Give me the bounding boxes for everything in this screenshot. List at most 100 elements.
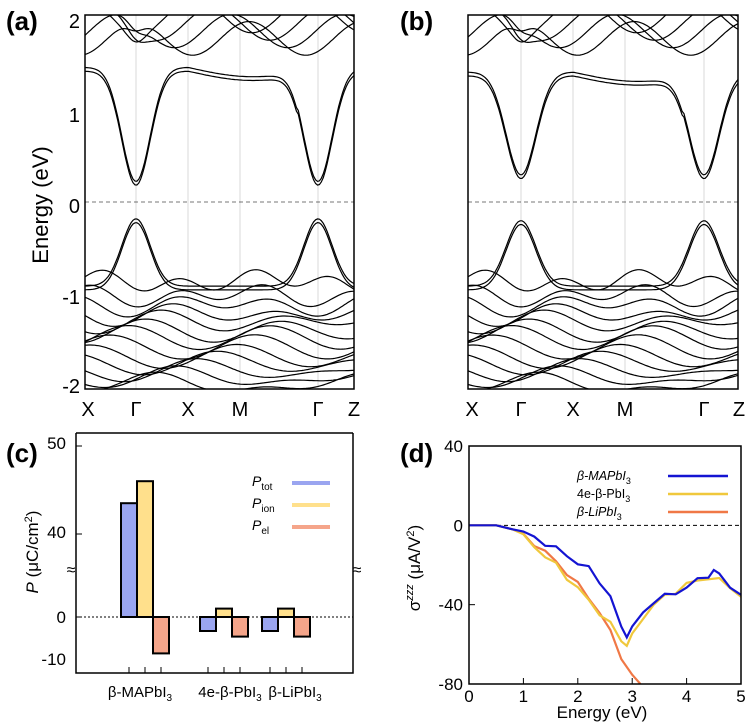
- panel-b-xtick: X: [465, 399, 478, 421]
- panel-a-xticks: X Γ X M Γ Z: [81, 399, 360, 421]
- panel-c-ylabel-p: P: [23, 581, 42, 593]
- conduction-band: [85, 66, 354, 183]
- panel-b-xticks: X Γ X M Γ Z: [465, 399, 745, 421]
- panel-c-break-left: ≈: [67, 562, 76, 579]
- lower-valence-band: [468, 343, 738, 369]
- panel-a-ytick: 1: [69, 105, 80, 127]
- conduction-band: [468, 75, 738, 180]
- panel-d-label: (d): [400, 438, 433, 468]
- panel-d-ylabel: σzzz (μA/V2): [404, 525, 424, 611]
- panel-a-xtick: Z: [348, 399, 360, 421]
- panel-b-xtick: M: [617, 399, 634, 421]
- lower-valence-band: [100, 371, 354, 389]
- lower-valence-band: [85, 309, 354, 335]
- lower-valence-band: [468, 350, 738, 376]
- lower-valence-band: [468, 296, 738, 318]
- upper-conduction-band: [116, 15, 354, 43]
- band-lines: [85, 15, 354, 389]
- panel-a-bands: [85, 15, 354, 389]
- panel-b-xtick: X: [566, 399, 579, 421]
- panel-a-ylabel: Energy (eV): [28, 146, 53, 263]
- panel-d-legend-lipbi3: β-LiPbI3: [576, 505, 622, 522]
- panel-d-xtick: 2: [573, 687, 582, 706]
- bar-ptot: [120, 502, 138, 619]
- lower-valence-band: [85, 325, 354, 351]
- panel-d-plot-area: [469, 524, 741, 684]
- upper-conduction-band: [468, 15, 738, 49]
- panel-c-legend: Ptot Pion Pel: [252, 473, 330, 537]
- panel-b-label: (b): [400, 6, 433, 36]
- panel-c-ylabel: P (μC/cm2): [23, 511, 42, 594]
- lower-valence-band: [85, 343, 354, 369]
- lower-valence-band: [85, 358, 354, 383]
- panel-c-break-right: ≈: [353, 562, 362, 579]
- panel-d-xtick: 3: [627, 687, 636, 706]
- bar-pion: [136, 480, 154, 619]
- panel-c-frame: [75, 433, 354, 674]
- lower-valence-band: [85, 334, 354, 360]
- lower-valence-band: [85, 318, 354, 344]
- conduction-band: [85, 70, 354, 186]
- lower-valence-band: [483, 371, 738, 389]
- lower-valence-band: [85, 284, 354, 308]
- panel-b-xtick: Γ: [698, 399, 709, 421]
- panel-c-ylabel-close: ): [23, 511, 42, 517]
- panel-c-ytick: 50: [47, 434, 66, 453]
- valence-band: [85, 221, 354, 291]
- panel-c-bars: [120, 480, 311, 655]
- panel-a-xtick: M: [232, 399, 249, 421]
- bar-pel: [293, 616, 311, 638]
- panel-c-legend-tot: Ptot: [252, 473, 273, 493]
- upper-conduction-band: [501, 15, 738, 44]
- valence-band: [85, 218, 354, 287]
- panel-d-ytick: -80: [438, 675, 463, 694]
- panel-a-frame: [84, 14, 355, 390]
- panel-a-ytick: 0: [69, 196, 80, 218]
- panel-a-label: (a): [6, 6, 38, 36]
- panel-b: (b) X Γ X M Γ Z: [400, 6, 745, 421]
- panel-c-ytick: 40: [47, 523, 66, 542]
- panel-c-xtickmarks: [76, 445, 303, 674]
- panel-d-ytick: -40: [438, 596, 463, 615]
- panel-a-ytick: -1: [62, 287, 80, 309]
- panel-d-xticks: 0 1 2 3 4 5: [464, 678, 746, 706]
- lower-valence-band: [468, 365, 738, 389]
- panel-d-xtick: 5: [736, 687, 745, 706]
- upper-conduction-band: [85, 21, 354, 56]
- panel-a-yticks: 2 1 0 -1 -2: [62, 11, 80, 398]
- panel-a-xtick: X: [181, 399, 194, 421]
- panel-d-yticks: 40 0 -40 -80: [438, 437, 475, 694]
- lower-valence-band: [85, 350, 354, 376]
- bar-pion: [277, 607, 295, 618]
- panel-d-xlabel: Energy (eV): [557, 703, 648, 722]
- panel-d-xtick: 4: [682, 687, 691, 706]
- panel-c-yticks: 50 40 0 -10: [41, 434, 66, 669]
- panel-a-xtick: X: [81, 399, 94, 421]
- series-line-3: [469, 524, 642, 684]
- panel-a: (a) Energy (eV) 2 1 0 -1 -2 X Γ X M Γ Z: [6, 6, 360, 421]
- bar-pel: [152, 616, 170, 655]
- panel-d: (d) σzzz (μA/V2) 40 0 -40 -80 0 1 2 3 4 5 Energy…: [400, 437, 746, 722]
- panel-c-legend-ion: Pion: [252, 495, 275, 515]
- panel-d-legend-4e-pbi3: 4e-β-PbI3: [577, 487, 630, 504]
- lower-valence-band: [468, 325, 738, 351]
- panel-b-frame: [467, 14, 739, 390]
- panel-d-legend: β-MAPbI3 4e-β-PbI3 β-LiPbI3: [576, 469, 728, 522]
- band-lines: [468, 15, 738, 389]
- series-line-1: [469, 524, 741, 640]
- upper-conduction-band: [468, 20, 738, 56]
- panel-b-bands: [468, 15, 738, 389]
- panel-a-xtick: Γ: [312, 399, 323, 421]
- bar-ptot: [199, 616, 217, 632]
- lower-valence-band: [468, 358, 738, 383]
- bar-pion: [215, 607, 233, 618]
- panel-c-xtick: 4e-β-PbI3: [198, 684, 262, 704]
- upper-conduction-band: [108, 15, 354, 43]
- conduction-band: [468, 71, 738, 176]
- panel-a-ytick: 2: [69, 11, 80, 33]
- panel-d-ytick: 40: [444, 437, 463, 456]
- lower-valence-band: [85, 296, 354, 318]
- panel-c-ytick: -10: [41, 650, 66, 669]
- panel-d-lines: [469, 524, 741, 684]
